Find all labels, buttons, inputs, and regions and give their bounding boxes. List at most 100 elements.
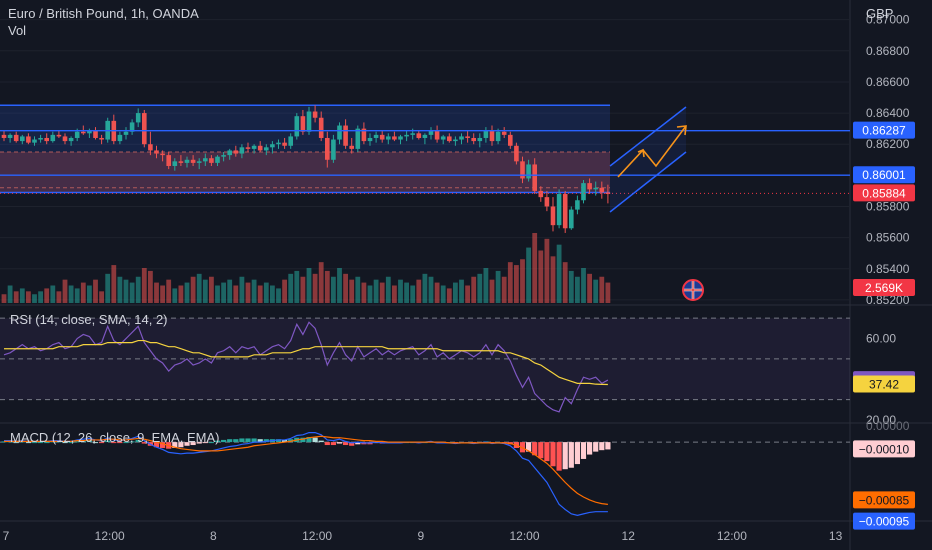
candle-body[interactable] [318,117,324,138]
candle-body[interactable] [550,206,556,226]
candle-body[interactable] [465,136,470,138]
support-price-label[interactable]: 0.86001 [853,166,915,184]
candle-body[interactable] [483,130,489,138]
candle-body[interactable] [392,136,397,140]
candle-body[interactable] [520,161,525,179]
candle-body[interactable] [239,147,245,154]
supply-zone[interactable] [0,151,610,193]
candle-body[interactable] [447,136,452,142]
candle-body[interactable] [300,116,306,132]
symbol-title[interactable]: Euro / British Pound, 1h, OANDA [8,6,199,21]
candle-body[interactable] [129,122,135,132]
last-price-label[interactable]: 0.85884 [853,184,915,202]
candle-body[interactable] [556,194,562,226]
candle-body[interactable] [142,113,147,145]
candle-body[interactable] [38,137,43,140]
candle-body[interactable] [526,164,531,179]
volume-value-label[interactable]: 2.569K [853,279,915,296]
candle-body[interactable] [593,187,598,190]
candle-body[interactable] [471,137,476,142]
candle-body[interactable] [355,128,361,149]
candle-body[interactable] [373,134,379,138]
candle-body[interactable] [1,134,7,138]
candle-body[interactable] [148,144,153,151]
candle-body[interactable] [599,187,605,193]
candle-body[interactable] [68,137,74,142]
candle-body[interactable] [81,131,86,134]
candle-body[interactable] [575,200,580,210]
rsi-signal-line[interactable] [4,339,608,386]
candle-body[interactable] [569,209,574,229]
candle-body[interactable] [312,111,318,118]
candle-body[interactable] [282,142,287,146]
candle-body[interactable] [221,155,226,157]
rsi-ma-value-label[interactable]: 37.42 [853,375,915,393]
candle-body[interactable] [32,139,37,143]
candle-body[interactable] [7,134,13,138]
candle-body[interactable] [349,145,354,149]
rsi-legend[interactable]: RSI (14, close, SMA, 14, 2) [10,312,168,327]
candle-body[interactable] [190,159,196,163]
macd-hist-value-label[interactable]: −0.00010 [853,440,915,458]
candle-body[interactable] [87,130,92,134]
candle-body[interactable] [416,133,422,138]
candle-body[interactable] [26,136,31,143]
candle-body[interactable] [264,147,269,151]
candle-body[interactable] [257,145,263,151]
candle-body[interactable] [361,128,367,142]
candle-body[interactable] [172,161,178,167]
candle-body[interactable] [343,125,348,146]
candle-body[interactable] [166,155,171,167]
candle-body[interactable] [276,142,281,145]
candle-body[interactable] [514,145,519,162]
candle-body[interactable] [410,133,415,135]
candle-body[interactable] [93,130,98,138]
candle-body[interactable] [337,125,342,140]
macd-signal-line[interactable] [4,435,608,505]
candle-body[interactable] [325,137,330,160]
macd-signal-value-label[interactable]: −0.00085 [853,491,915,509]
candle-body[interactable] [538,190,544,198]
candle-body[interactable] [209,158,214,163]
candle-body[interactable] [196,161,202,163]
candle-body[interactable] [331,139,336,160]
candle-body[interactable] [404,134,409,137]
candle-body[interactable] [227,150,232,156]
candle-body[interactable] [477,137,483,142]
candle-body[interactable] [306,111,312,132]
candle-body[interactable] [562,194,568,229]
candle-body[interactable] [215,156,220,163]
candle-body[interactable] [178,161,184,163]
candle-body[interactable] [20,136,25,142]
candle-body[interactable] [99,137,104,140]
macd-value-label[interactable]: −0.00095 [853,512,915,530]
projection-channel-upper[interactable] [609,106,687,167]
rsi-line[interactable] [3,321,609,413]
candle-body[interactable] [245,147,251,149]
candle-body[interactable] [501,131,507,135]
candle-body[interactable] [532,164,537,191]
candle-body[interactable] [489,130,495,142]
candle-body[interactable] [434,130,440,140]
candle-body[interactable] [251,145,257,149]
candle-body[interactable] [398,136,403,140]
candle-body[interactable] [459,136,464,140]
candle-body[interactable] [203,158,208,162]
candle-body[interactable] [123,131,129,135]
candle-body[interactable] [184,159,190,163]
candle-body[interactable] [422,134,428,138]
resistance-price-label[interactable]: 0.86287 [853,121,915,139]
candle-body[interactable] [495,131,501,142]
candle-body[interactable] [270,144,275,148]
candle-body[interactable] [44,137,49,142]
volume-legend[interactable]: Vol [8,23,27,38]
projection-channel-lower[interactable] [609,151,687,213]
candle-body[interactable] [440,136,446,140]
candle-body[interactable] [587,183,592,190]
candle-body[interactable] [544,197,550,207]
candle-body[interactable] [453,139,458,142]
candle-body[interactable] [13,134,19,142]
candle-body[interactable] [581,183,586,201]
candle-body[interactable] [386,136,391,140]
candle-body[interactable] [508,134,513,146]
